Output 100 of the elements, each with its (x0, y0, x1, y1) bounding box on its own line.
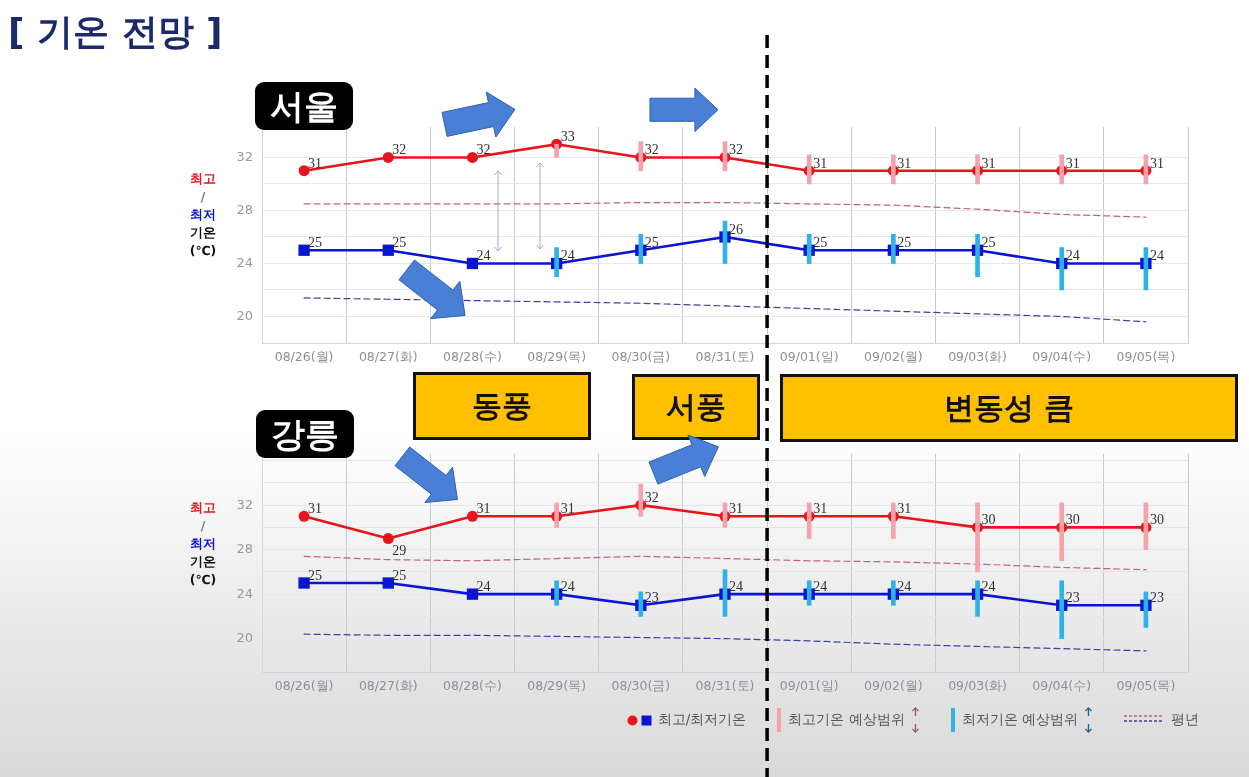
x-tick-label: 08/31(토) (695, 677, 755, 693)
chart-title: [ 기온 전망 ] (8, 10, 223, 54)
bar (554, 143, 559, 158)
point (382, 577, 394, 589)
data-label: 31 (813, 155, 828, 171)
data-label: 31 (560, 501, 575, 517)
x-tick-label: 08/26(월) (274, 348, 334, 364)
y-axis-title: 최고 / 최저 기온 (℃) (189, 171, 217, 258)
bar (975, 502, 980, 573)
y-tick-label: 32 (236, 148, 253, 164)
x-tick-label: 08/28(수) (443, 677, 502, 693)
data-label: 31 (729, 501, 743, 517)
x-tick-label: 09/02(월) (863, 348, 923, 364)
bar (1059, 247, 1065, 291)
bar (806, 234, 812, 264)
data-label: 24 (1065, 248, 1080, 264)
x-tick-label: 08/27(화) (358, 348, 418, 364)
text: 변동성 큼 (780, 374, 1238, 442)
data-label: 23 (1065, 590, 1080, 606)
legend-label: 최고기온 예상범위 (788, 711, 905, 729)
x-tick-label: 09/01(일) (779, 677, 839, 693)
bar (806, 580, 812, 606)
data-label: 24 (560, 248, 575, 264)
legend-label: 최고/최저기온 (657, 711, 747, 729)
bar (554, 580, 559, 606)
x-tick-label: 08/26(월) (274, 677, 334, 693)
x-tick-label: 09/02(월) (863, 677, 923, 693)
bar (554, 502, 559, 528)
data-label: 25 (392, 568, 407, 584)
y-tick-label: 28 (236, 541, 253, 557)
data-label: 32 (644, 142, 659, 158)
bar (891, 502, 896, 539)
legend-label: 평년 (1171, 711, 1199, 729)
point (298, 577, 310, 589)
data-label: 23 (1149, 590, 1164, 606)
data-label: 31 (897, 501, 912, 517)
data-label: 30 (1149, 512, 1164, 528)
line-series (303, 633, 1147, 652)
data-label: 24 (476, 248, 491, 264)
bar (806, 154, 812, 185)
bar (638, 234, 644, 264)
point (298, 510, 310, 522)
line-series (303, 297, 1147, 323)
point (382, 244, 394, 256)
bar (1059, 154, 1065, 185)
data-label: 31 (308, 501, 323, 517)
data-label: 31 (308, 155, 323, 171)
point (466, 257, 479, 270)
x-tick-label: 08/30(금) (611, 677, 671, 693)
y-tick-label: 24 (236, 254, 253, 270)
data-label: 24 (560, 579, 575, 595)
bar (806, 502, 812, 539)
y-tick-label: 20 (236, 630, 253, 646)
legend-label: 최저기온 예상범위 (961, 711, 1078, 729)
x-tick-label: 08/29(목) (527, 677, 587, 693)
point (298, 244, 310, 256)
x-tick-label: 09/05(목) (1116, 348, 1176, 364)
data-label: 25 (981, 235, 996, 251)
x-tick-label: 09/03(화) (948, 348, 1007, 364)
chart-subtitle: 강릉 (256, 410, 354, 458)
y-tick-label: 24 (236, 585, 253, 601)
data-label: 31 (476, 501, 491, 517)
data-label: 31 (897, 155, 912, 171)
x-tick-label: 08/29(목) (527, 348, 587, 364)
y-axis-title: 최고 / 최저 기온 (℃) (189, 500, 217, 587)
chart-subtitle: 서울 (255, 82, 353, 130)
data-label: 25 (308, 568, 323, 584)
line-series (303, 201, 1147, 218)
text: 서풍 (632, 374, 760, 440)
text: 동풍 (413, 372, 591, 440)
bar (1059, 580, 1065, 639)
data-label: 24 (981, 579, 996, 595)
bar (1059, 502, 1065, 562)
bar (638, 483, 644, 517)
x-tick-label: 09/05(목) (1116, 677, 1176, 693)
data-label: 24 (729, 579, 743, 595)
y-tick-label: 28 (236, 201, 253, 217)
data-label: 29 (392, 542, 407, 558)
bar (638, 591, 644, 617)
x-tick-label: 09/01(일) (779, 348, 839, 364)
data-label: 32 (729, 142, 743, 158)
bar (975, 154, 980, 185)
data-label: 30 (1065, 512, 1080, 528)
point (466, 588, 479, 600)
x-tick-label: 08/27(화) (358, 677, 418, 693)
bar (891, 580, 896, 606)
data-label: 32 (392, 142, 407, 158)
data-label: 24 (1149, 248, 1164, 264)
point (298, 165, 310, 177)
data-label: 31 (1149, 155, 1164, 171)
data-label: 26 (729, 221, 743, 237)
data-label: 25 (813, 235, 828, 251)
data-label: 32 (644, 490, 659, 506)
x-tick-label: 09/03(화) (948, 677, 1007, 693)
bar (891, 234, 896, 264)
data-label: 30 (981, 512, 996, 528)
point (382, 151, 394, 163)
data-label: 23 (644, 590, 659, 606)
bar (554, 247, 559, 278)
data-label: 24 (813, 579, 828, 595)
